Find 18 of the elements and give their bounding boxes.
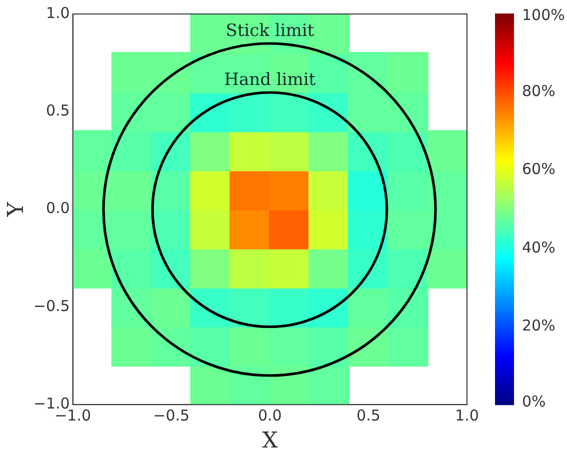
x-axis-title: X [262,428,278,454]
x-tick-label: 0.5 [356,406,380,424]
color-bar-label: 60% [522,160,556,178]
x-tick-label: −0.5 [153,406,190,424]
color-bar-label: 80% [522,82,556,100]
y-tick-label: 0.0 [46,199,70,218]
y-tick-label: −0.5 [33,296,70,315]
color-bar-label: 20% [522,316,556,334]
annotation: Stick limit [226,21,314,42]
y-tick-label: 0.5 [46,102,70,120]
x-tick-label: 0.0 [258,406,282,424]
color-bar-label: 40% [522,238,556,256]
y-tick-label: 1.0 [46,4,70,22]
color-bar-label: 100% [522,6,565,24]
annotation: Hand limit [224,70,316,90]
x-tick-label: 1.0 [455,406,479,424]
color-bar-label: 0% [522,392,546,410]
y-axis-title: Y [4,202,29,218]
